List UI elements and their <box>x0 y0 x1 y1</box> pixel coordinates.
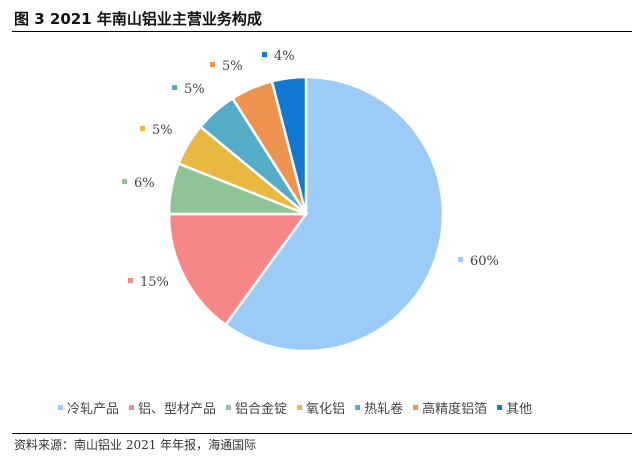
data-label-6: 5% <box>222 59 243 74</box>
data-label-5: 5% <box>184 82 205 97</box>
legend-item-2: 铝、型材产品 <box>129 402 216 417</box>
pie-slice-7 <box>270 75 308 215</box>
top-rule <box>12 31 632 32</box>
data-label-7: 4% <box>274 49 295 64</box>
pie-slices <box>167 75 445 353</box>
legend-item-6: 高精度铝箔 <box>413 401 487 417</box>
data-label-marker-4 <box>140 126 145 131</box>
legend-item-5: 热轧卷 <box>355 401 403 417</box>
data-label-marker-7 <box>262 52 267 57</box>
legend-label-1: 冷轧产品 <box>67 402 119 417</box>
data-label-marker-5 <box>172 85 177 90</box>
pie-slice-1 <box>223 75 445 353</box>
legend-label-5: 热轧卷 <box>364 401 403 417</box>
data-label-marker-3 <box>122 179 127 184</box>
legend-item-1: 冷轧产品 <box>58 402 119 417</box>
legend-label-6: 高精度铝箔 <box>422 401 487 417</box>
data-label-4: 5% <box>152 123 173 138</box>
source-note: 资料来源：南山铝业 2021 年年报，海通国际 <box>14 438 257 452</box>
data-label-marker-2 <box>128 278 133 283</box>
legend-swatch-1 <box>58 405 63 410</box>
data-label-2: 15% <box>140 275 169 290</box>
data-label-3: 6% <box>134 176 155 191</box>
legend: 冷轧产品 铝、型材产品 铝合金锭 氧化铝 热轧卷 高精度铝箔 其他 <box>58 401 532 417</box>
legend-swatch-5 <box>355 405 361 410</box>
legend-label-3: 铝合金锭 <box>235 401 287 417</box>
legend-label-4: 氧化铝 <box>306 402 345 417</box>
pie-chart: 60% 15% 6% 5% 5% 5% 4% 冷轧产品 铝、型材产品 铝合金锭 氧化铝 热轧卷 高精度… <box>58 49 532 417</box>
pie-labels: 60% 15% 6% 5% 5% 5% 4% <box>122 49 499 290</box>
legend-swatch-3 <box>226 405 232 410</box>
figure-title: 图 3 2021 年南山铝业主营业务构成 <box>14 10 262 28</box>
data-label-1: 60% <box>470 254 499 269</box>
pie-slice-2 <box>167 212 309 327</box>
legend-swatch-4 <box>297 405 303 410</box>
legend-label-2: 铝、型材产品 <box>138 402 216 417</box>
data-label-marker-6 <box>210 62 215 67</box>
data-label-marker-1 <box>458 257 463 262</box>
legend-swatch-6 <box>413 405 419 410</box>
bottom-rule <box>12 433 632 434</box>
legend-swatch-7 <box>497 405 503 410</box>
legend-label-7: 其他 <box>506 402 532 417</box>
legend-item-7: 其他 <box>497 402 532 417</box>
legend-swatch-2 <box>129 405 135 410</box>
legend-item-3: 铝合金锭 <box>226 401 287 417</box>
legend-item-4: 氧化铝 <box>297 402 345 417</box>
